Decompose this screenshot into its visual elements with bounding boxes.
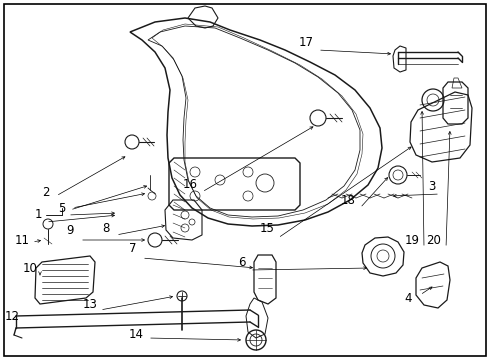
Text: 11: 11 [15, 234, 29, 247]
Text: 13: 13 [82, 297, 98, 310]
Text: 18: 18 [341, 194, 355, 207]
Text: 7: 7 [129, 242, 137, 255]
Text: 19: 19 [405, 234, 419, 247]
Text: 4: 4 [404, 292, 412, 305]
Text: 16: 16 [182, 177, 197, 190]
Text: 12: 12 [4, 310, 20, 323]
Text: 8: 8 [102, 221, 110, 234]
Text: 3: 3 [428, 180, 436, 194]
Text: 9: 9 [66, 224, 74, 237]
Text: 1: 1 [34, 208, 42, 221]
Text: 5: 5 [58, 202, 66, 215]
Text: 2: 2 [42, 185, 50, 198]
Text: 20: 20 [427, 234, 441, 247]
Text: 6: 6 [238, 256, 246, 269]
Text: 15: 15 [260, 221, 274, 234]
Text: 17: 17 [298, 36, 314, 49]
Text: 14: 14 [128, 328, 144, 341]
Text: 10: 10 [23, 261, 37, 274]
